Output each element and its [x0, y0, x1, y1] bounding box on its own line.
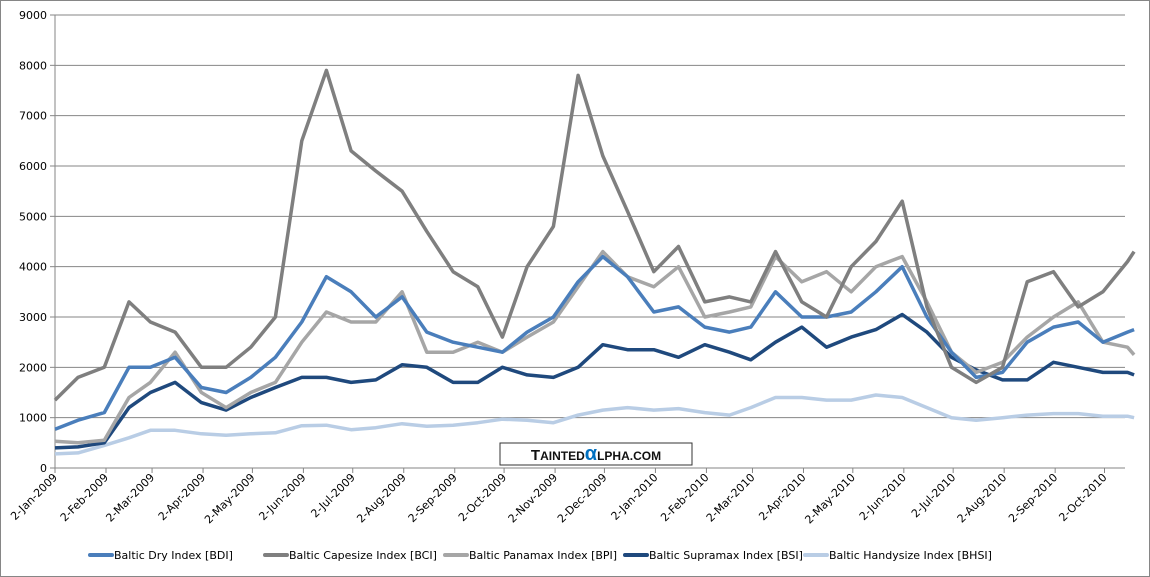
y-tick-label: 9000: [19, 9, 47, 22]
legend-label: Baltic Supramax Index [BSI]: [649, 549, 803, 562]
y-tick-label: 2000: [19, 361, 47, 374]
x-tick-label: 2-Jun-2010: [857, 471, 909, 523]
series-line-2: [54, 249, 1136, 445]
x-tick-label: 2-Apr-2010: [756, 471, 808, 523]
legend: Baltic Dry Index [BDI] Baltic Capesize In…: [88, 549, 992, 562]
y-tick-label: 3000: [19, 311, 47, 324]
y-tick-label: 5000: [19, 210, 47, 223]
series-line-4: [54, 393, 1135, 456]
x-tick-label: 2-May-2010: [802, 471, 857, 526]
legend-label: Baltic Panamax Index [BPI]: [469, 549, 617, 562]
x-tick-label: 2-May-2009: [202, 471, 257, 526]
x-tick-label: 2-Mar-2010: [704, 471, 758, 525]
legend-label: Baltic Capesize Index [BCI]: [289, 549, 437, 562]
x-tick-label: 2-Jan-2010: [609, 471, 661, 523]
y-tick-label: 0: [40, 462, 47, 475]
series-line-1: [53, 68, 1136, 402]
x-tick-label: 2-Sep-2010: [1006, 471, 1060, 525]
x-tick-label: 2-Oct-2010: [1056, 471, 1109, 524]
series-lines: [53, 68, 1136, 456]
y-tick-label: 1000: [19, 412, 47, 425]
x-tick-label: 2-Nov-2009: [506, 471, 561, 526]
x-tick-label: 2-Aug-2009: [354, 471, 409, 526]
x-tick-label: 2-Jun-2009: [256, 471, 308, 523]
y-tick-label: 4000: [19, 261, 47, 274]
logo: TAINTEDαLPHA.COM: [499, 442, 693, 466]
legend-label: Baltic Handysize Index [BHSI]: [829, 549, 992, 562]
legend-label: Baltic Dry Index [BDI]: [114, 549, 233, 562]
x-tick-label: 2-Apr-2009: [156, 471, 208, 523]
y-tick-label: 8000: [19, 59, 47, 72]
x-tick-label: 2-Dec-2009: [555, 471, 610, 526]
svg-text:TAINTEDαLPHA.COM: TAINTEDαLPHA.COM: [531, 443, 661, 465]
x-tick-label: 2-Sep-2009: [406, 471, 460, 525]
x-tick-label: 2-Jan-2009: [8, 471, 60, 523]
gridlines: [55, 14, 1125, 419]
x-tick-label: 2-Aug-2010: [955, 471, 1010, 526]
y-tick-label: 7000: [19, 110, 47, 123]
y-tick-label: 6000: [19, 160, 47, 173]
x-tick-label: 2-Jul-2009: [308, 471, 357, 520]
series-line-0: [54, 254, 1135, 431]
x-tick-label: 2-Jul-2010: [909, 471, 958, 520]
x-tick-label: 2-Oct-2009: [456, 471, 509, 524]
x-tick-label: 2-Mar-2009: [103, 471, 157, 525]
